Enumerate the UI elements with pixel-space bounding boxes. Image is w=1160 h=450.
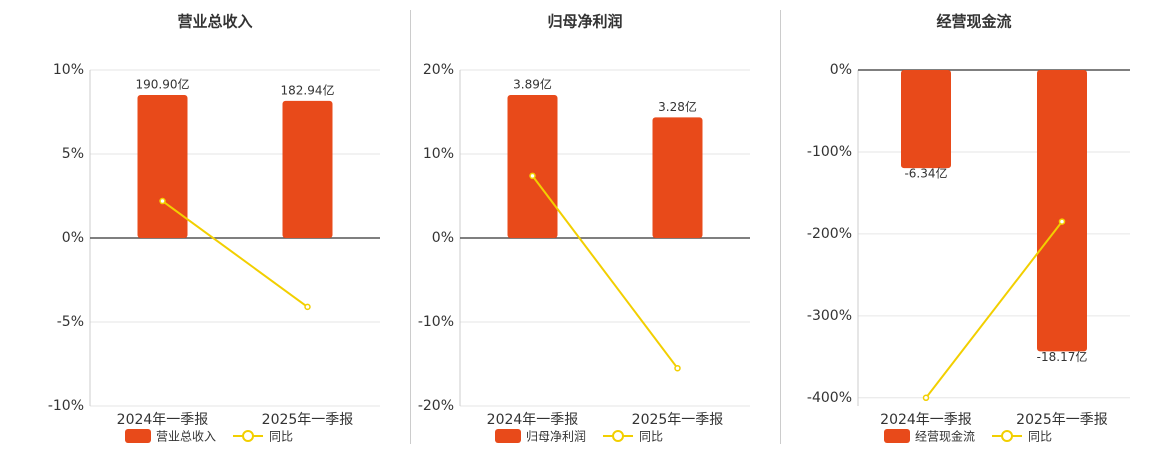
bar	[652, 117, 703, 238]
value-label: -18.17亿	[1037, 349, 1088, 364]
x-tick-label: 2025年一季报	[632, 412, 724, 428]
legend-label: 营业总收入	[156, 430, 216, 444]
legend-label: 归母净利润	[526, 430, 586, 444]
value-label: 3.28亿	[658, 99, 697, 114]
bar	[507, 94, 558, 239]
x-tick-label: 2025年一季报	[262, 412, 354, 428]
line	[161, 200, 309, 308]
y-tick-label: -200%	[807, 226, 852, 242]
y-tick-label: 5%	[62, 146, 84, 162]
line	[531, 175, 679, 369]
legend-label: 同比	[269, 430, 293, 444]
y-tick-label: -100%	[807, 144, 852, 160]
bar	[137, 94, 188, 238]
y-tick-label: 20%	[423, 62, 454, 78]
x-tick-label: 2024年一季报	[117, 412, 209, 428]
legend-swatch	[125, 429, 151, 443]
y-tick-label: 10%	[53, 62, 84, 78]
y-tick-label: -300%	[807, 308, 852, 324]
legend-label: 同比	[639, 430, 663, 444]
y-tick-label: -400%	[807, 390, 852, 406]
line-point	[922, 394, 930, 402]
legend-swatch	[884, 429, 910, 443]
line-point	[1058, 218, 1066, 225]
y-tick-label: 0%	[830, 62, 852, 78]
y-tick-label: 10%	[423, 146, 454, 162]
y-tick-label: 0%	[432, 230, 454, 246]
value-label: 3.89亿	[513, 76, 552, 91]
value-label: 182.94亿	[281, 82, 335, 97]
line-point	[529, 172, 536, 180]
value-label: -6.34亿	[904, 166, 947, 181]
legend-marker	[242, 430, 255, 442]
chart-title: 归母净利润	[547, 13, 622, 31]
y-tick-label: -20%	[418, 398, 454, 414]
x-tick-label: 2025年一季报	[1016, 412, 1108, 428]
legend-label: 经营现金流	[915, 429, 975, 444]
line-point	[304, 303, 311, 311]
value-label: 190.90亿	[136, 76, 190, 91]
x-tick-label: 2024年一季报	[487, 412, 579, 428]
legend-marker	[612, 430, 625, 442]
legend-marker	[1001, 430, 1014, 442]
y-tick-label: -10%	[418, 314, 454, 330]
legend-swatch	[495, 429, 521, 443]
line-point	[674, 364, 681, 372]
y-tick-label: 0%	[62, 230, 84, 246]
line	[925, 220, 1063, 399]
x-tick-label: 2024年一季报	[880, 412, 972, 428]
y-tick-label: -5%	[57, 314, 84, 330]
y-tick-label: -10%	[48, 398, 84, 414]
line-point	[159, 197, 166, 205]
legend-label: 同比	[1028, 430, 1052, 444]
bar	[1037, 70, 1087, 352]
chart-title: 营业总收入	[177, 13, 252, 31]
bar	[901, 70, 951, 169]
chart-title: 经营现金流	[936, 13, 1011, 31]
bar	[282, 100, 333, 239]
